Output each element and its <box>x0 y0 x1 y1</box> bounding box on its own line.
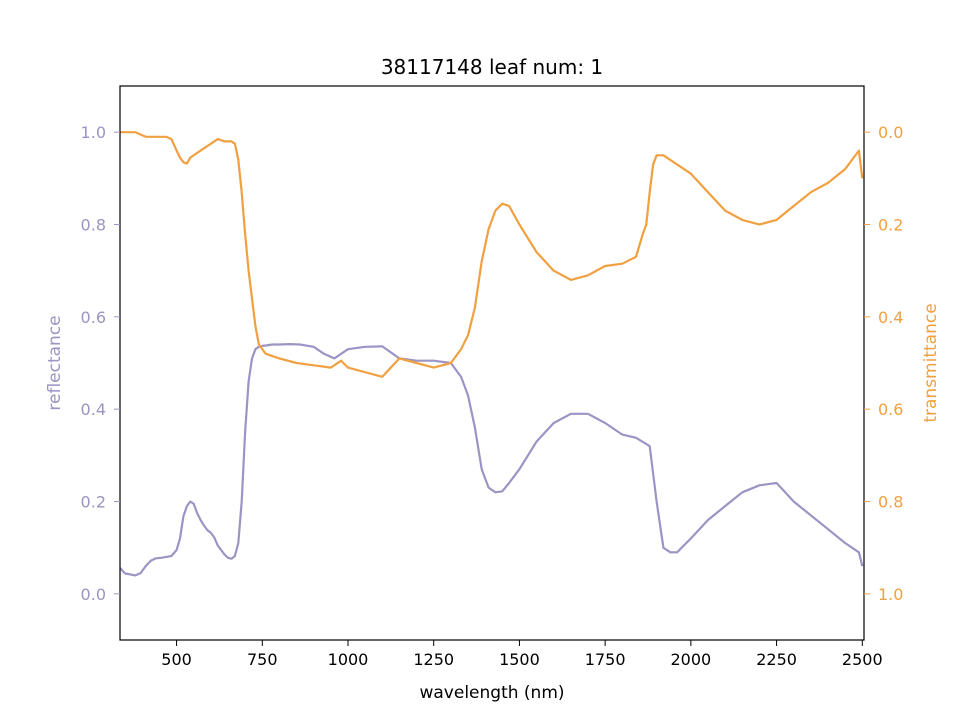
y-left-tick-label: 0.8 <box>81 216 106 235</box>
chart-title: 38117148 leaf num: 1 <box>381 55 603 79</box>
y-left-tick-label: 1.0 <box>81 123 106 142</box>
x-tick-label: 1500 <box>499 650 540 669</box>
y-left-tick-label: 0.2 <box>81 493 106 512</box>
y-left-tick-label: 0.0 <box>81 585 106 604</box>
x-tick-label: 1250 <box>413 650 454 669</box>
y-right-tick-label: 0.6 <box>878 400 903 419</box>
x-tick-label: 2500 <box>842 650 883 669</box>
y-right-tick-label: 0.2 <box>878 216 903 235</box>
y-right-tick-label: 1.0 <box>878 585 903 604</box>
y-right-tick-label: 0.0 <box>878 123 903 142</box>
y-left-tick-label: 0.4 <box>81 400 106 419</box>
reflectance-series-line <box>119 343 864 577</box>
series-layer <box>119 131 864 577</box>
y-right-tick-label: 0.8 <box>878 493 903 512</box>
x-tick-label: 2000 <box>670 650 711 669</box>
plot-frame <box>119 85 865 641</box>
x-tick-label: 500 <box>161 650 192 669</box>
x-tick-label: 1750 <box>585 650 626 669</box>
x-tick-label: 1000 <box>328 650 369 669</box>
axes-layer: 500 750 1000 1250 1500 1750 2000 2250 2500 0.0 0.2… <box>81 123 904 669</box>
transmittance-series-line <box>120 131 864 378</box>
x-tick-label: 750 <box>247 650 278 669</box>
y-left-tick-label: 0.6 <box>81 308 106 327</box>
y-right-axis-title: transmittance <box>921 303 941 422</box>
x-axis-title: wavelength (nm) <box>419 683 564 703</box>
x-tick-label: 2250 <box>756 650 797 669</box>
y-right-tick-label: 0.4 <box>878 308 903 327</box>
y-left-axis-title: reflectance <box>45 315 65 410</box>
